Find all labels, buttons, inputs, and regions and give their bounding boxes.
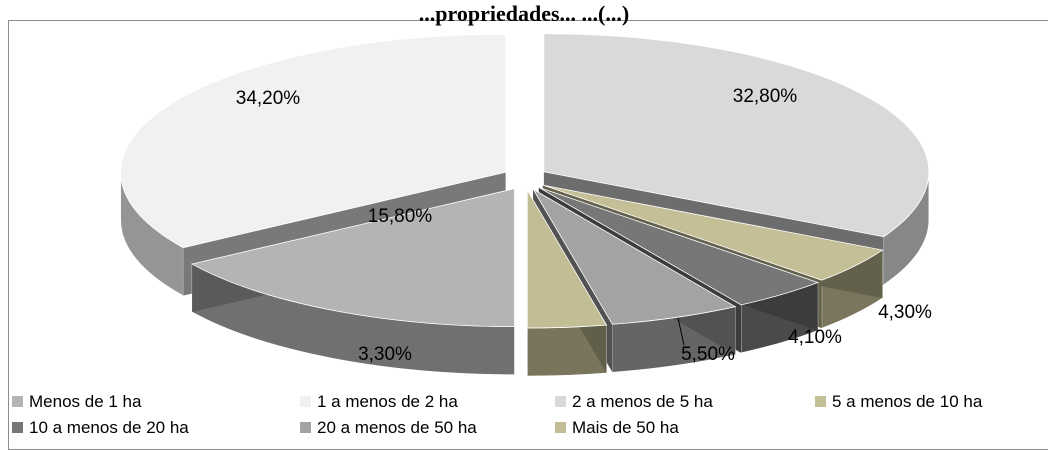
legend-item-4: 10 a menos de 20 ha: [12, 418, 189, 438]
data-label: 4,10%: [788, 327, 842, 348]
legend-swatch: [555, 396, 566, 407]
legend-swatch: [815, 396, 826, 407]
legend-label: 1 a menos de 2 ha: [317, 392, 458, 411]
legend-label: Mais de 50 ha: [572, 418, 679, 437]
pie-slice-top: [526, 188, 608, 329]
legend-item-6: Mais de 50 ha: [555, 418, 679, 438]
data-label: 5,50%: [681, 344, 735, 365]
pie-slice-top: [120, 33, 507, 249]
pie-slices: [120, 33, 930, 377]
legend-label: 5 a menos de 10 ha: [832, 392, 983, 411]
data-label: 15,80%: [368, 206, 433, 227]
data-label: 34,20%: [236, 88, 301, 109]
legend-swatch: [300, 422, 311, 433]
data-label: 4,30%: [878, 302, 932, 323]
pie-slice-top: [532, 188, 737, 325]
legend-swatch: [300, 396, 311, 407]
legend-swatch: [12, 422, 23, 433]
legend-item-1: 1 a menos de 2 ha: [300, 392, 458, 412]
pie-slice-top: [190, 188, 515, 328]
pie-slice: [526, 188, 608, 377]
pie-slice-top: [542, 184, 884, 281]
legend-label: Menos de 1 ha: [29, 392, 142, 411]
leader-line: [677, 317, 685, 346]
chart-title: ...propriedades... ...(...): [418, 1, 630, 26]
legend-label: 10 a menos de 20 ha: [29, 418, 189, 437]
pie-slice-top: [538, 187, 820, 306]
legend-item-3: 5 a menos de 10 ha: [815, 392, 982, 412]
legend-swatch: [12, 396, 23, 407]
legend-label: 20 a menos de 50 ha: [317, 418, 477, 437]
pie-slice: [190, 188, 515, 375]
legend-item-5: 20 a menos de 50 ha: [300, 418, 477, 438]
legend-swatch: [555, 422, 566, 433]
data-label: 3,30%: [358, 344, 412, 365]
pie-slice-top: [543, 33, 930, 238]
data-label: 32,80%: [733, 86, 798, 107]
legend-label: 2 a menos de 5 ha: [572, 392, 713, 411]
legend-item-0: Menos de 1 ha: [12, 392, 141, 412]
legend-item-2: 2 a menos de 5 ha: [555, 392, 713, 412]
